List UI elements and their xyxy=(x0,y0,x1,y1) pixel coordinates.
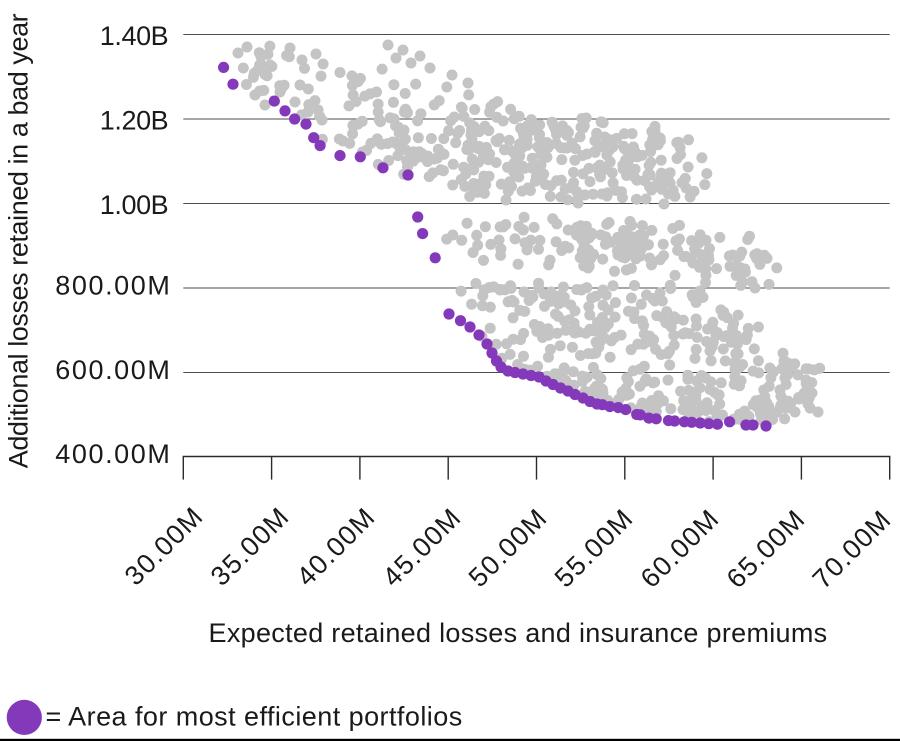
svg-text:45.00M: 45.00M xyxy=(377,502,467,592)
svg-text:600.00M: 600.00M xyxy=(55,355,171,385)
svg-text:1.40B: 1.40B xyxy=(100,21,169,51)
svg-text:70.00M: 70.00M xyxy=(807,504,897,594)
svg-text:40.00M: 40.00M xyxy=(291,502,381,592)
svg-text:35.00M: 35.00M xyxy=(205,501,295,591)
svg-text:60.00M: 60.00M xyxy=(635,503,725,593)
svg-text:1.00B: 1.00B xyxy=(100,190,169,220)
svg-text:Additional losses retained in: Additional losses retained in a bad year xyxy=(4,13,34,468)
svg-text:400.00M: 400.00M xyxy=(55,439,171,469)
svg-text:65.00M: 65.00M xyxy=(721,504,811,594)
svg-text:= Area for most efficient port: = Area for most efficient portfolios xyxy=(46,702,463,732)
svg-text:30.00M: 30.00M xyxy=(119,501,209,591)
svg-text:50.00M: 50.00M xyxy=(463,502,553,592)
svg-text:Expected retained losses and i: Expected retained losses and insurance p… xyxy=(209,618,828,648)
svg-text:55.00M: 55.00M xyxy=(549,503,639,593)
svg-text:1.20B: 1.20B xyxy=(100,106,169,136)
svg-text:800.00M: 800.00M xyxy=(55,271,171,301)
